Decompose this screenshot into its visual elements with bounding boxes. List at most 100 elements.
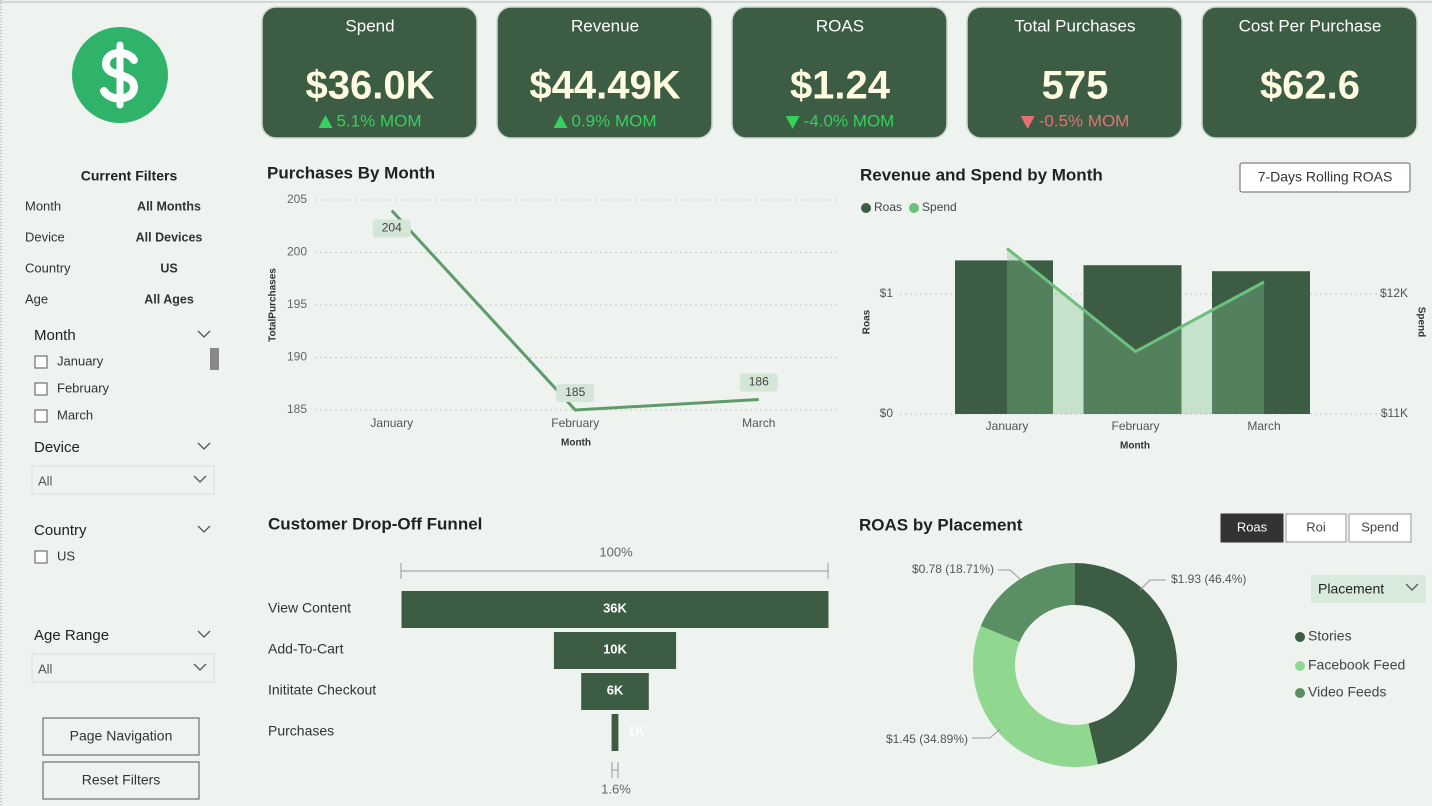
bar — [1083, 265, 1182, 414]
kpi-change: 0.9% MOM — [571, 111, 656, 130]
kpi-title: Cost Per Purchase — [1239, 16, 1382, 35]
checkbox[interactable] — [34, 409, 48, 423]
y-tick-label: 200 — [287, 245, 307, 259]
dropdown[interactable] — [1311, 575, 1426, 603]
checkbox[interactable] — [34, 355, 48, 369]
funnel-bar — [581, 673, 649, 710]
dropdown-value: All — [38, 473, 53, 488]
funnel-top-label: 100% — [599, 544, 633, 559]
y-tick-label: 190 — [287, 350, 307, 364]
data-label-bg — [372, 219, 411, 238]
y-axis-title: TotalPurchases — [268, 268, 279, 342]
x-tick-label: January — [986, 419, 1029, 433]
dropdown[interactable] — [31, 653, 215, 683]
legend-marker — [1295, 632, 1305, 642]
chevron — [197, 630, 211, 638]
y2-tick-label: $11K — [1381, 406, 1408, 420]
x-tick-label: February — [1111, 419, 1159, 433]
y-tick-label: 185 — [287, 402, 307, 416]
filter-label: Age — [25, 291, 48, 306]
bar — [955, 260, 1053, 414]
x-tick-label: January — [370, 416, 413, 430]
funnel-bottom-label: 1.6% — [601, 781, 631, 796]
slicer-option: January — [57, 353, 104, 368]
slicer-option: US — [57, 548, 75, 563]
legend-label: Roas — [874, 200, 902, 214]
checkbox[interactable] — [34, 382, 48, 396]
kpi-value: 575 — [1042, 64, 1109, 108]
toggle-button[interactable] — [1348, 513, 1412, 543]
kpi-arrow — [553, 115, 568, 128]
data-label-bg — [556, 384, 595, 402]
data-label: 10K — [603, 641, 627, 656]
kpi-arrow — [1020, 116, 1035, 129]
toggle-label: Roas — [1237, 519, 1268, 534]
button[interactable] — [1239, 162, 1411, 193]
x-tick-label: February — [551, 416, 599, 430]
data-label: 6K — [607, 682, 624, 697]
x-tick-label: March — [742, 416, 775, 430]
data-label: $1.45 (34.89%) — [886, 732, 968, 746]
y2-axis-title: Spend — [1415, 307, 1426, 338]
kpi-card — [261, 6, 478, 139]
funnel-category: Purchases — [268, 723, 334, 739]
legend-marker — [909, 203, 920, 213]
bracket — [611, 762, 619, 778]
kpi-arrow — [785, 116, 800, 129]
x-axis-title: Month — [561, 438, 591, 449]
kpi-card — [496, 6, 713, 139]
filter-value: All Ages — [144, 292, 194, 306]
chevron — [1405, 583, 1419, 591]
x-tick-label: March — [1247, 419, 1280, 433]
toggle-button[interactable] — [1285, 513, 1347, 543]
filter-label: Month — [25, 198, 61, 213]
button-label: Page Navigation — [70, 728, 173, 744]
kpi-title: ROAS — [816, 16, 864, 35]
kpi-card — [731, 6, 948, 139]
y-tick-label: $0 — [880, 406, 894, 420]
y-axis-title: Roas — [862, 309, 873, 334]
filter-value: All Devices — [136, 230, 203, 244]
y-tick-label: 205 — [287, 192, 307, 206]
slicer-option: March — [57, 407, 93, 422]
button[interactable] — [42, 717, 200, 756]
funnel-bar — [611, 714, 619, 751]
chart-title: Revenue and Spend by Month — [860, 165, 1103, 184]
y2-tick-label: $12K — [1380, 286, 1408, 300]
chevron — [197, 525, 211, 533]
legend-marker — [1295, 661, 1305, 671]
checkbox[interactable] — [34, 550, 48, 564]
dropdown[interactable] — [31, 465, 215, 495]
dropdown-label: Placement — [1318, 581, 1384, 597]
donut-slice — [973, 625, 1098, 767]
button[interactable] — [42, 761, 200, 800]
legend-marker — [861, 203, 871, 213]
data-label: $1.93 (46.4%) — [1171, 572, 1246, 586]
data-label: 1K — [628, 723, 645, 738]
kpi-value: $36.0K — [306, 64, 435, 108]
y-tick-label: 195 — [287, 297, 307, 311]
leader-line — [998, 569, 1021, 580]
kpi-change: -4.0% MOM — [804, 111, 895, 130]
filter-label: Device — [25, 229, 65, 244]
kpi-value: $62.6 — [1260, 64, 1360, 108]
data-label: 36K — [603, 600, 627, 615]
slicer-title: Country — [34, 522, 87, 539]
data-label: 186 — [749, 375, 769, 389]
chart-title: Purchases By Month — [267, 163, 435, 182]
x-axis-title: Month — [1120, 441, 1150, 452]
funnel-category: View Content — [268, 600, 351, 616]
filter-value: US — [160, 261, 177, 275]
kpi-change: -0.5% MOM — [1039, 111, 1130, 130]
legend-marker — [1295, 688, 1305, 698]
kpi-title: Spend — [345, 16, 394, 35]
leader-line — [972, 728, 1001, 739]
kpi-change: 5.1% MOM — [336, 111, 421, 130]
kpi-arrow — [318, 115, 333, 128]
toggle-button[interactable] — [1220, 513, 1284, 543]
filter-label: Country — [25, 260, 71, 275]
y-tick-label: $1 — [880, 286, 894, 300]
kpi-title: Revenue — [571, 16, 639, 35]
data-label-bg — [739, 373, 778, 392]
